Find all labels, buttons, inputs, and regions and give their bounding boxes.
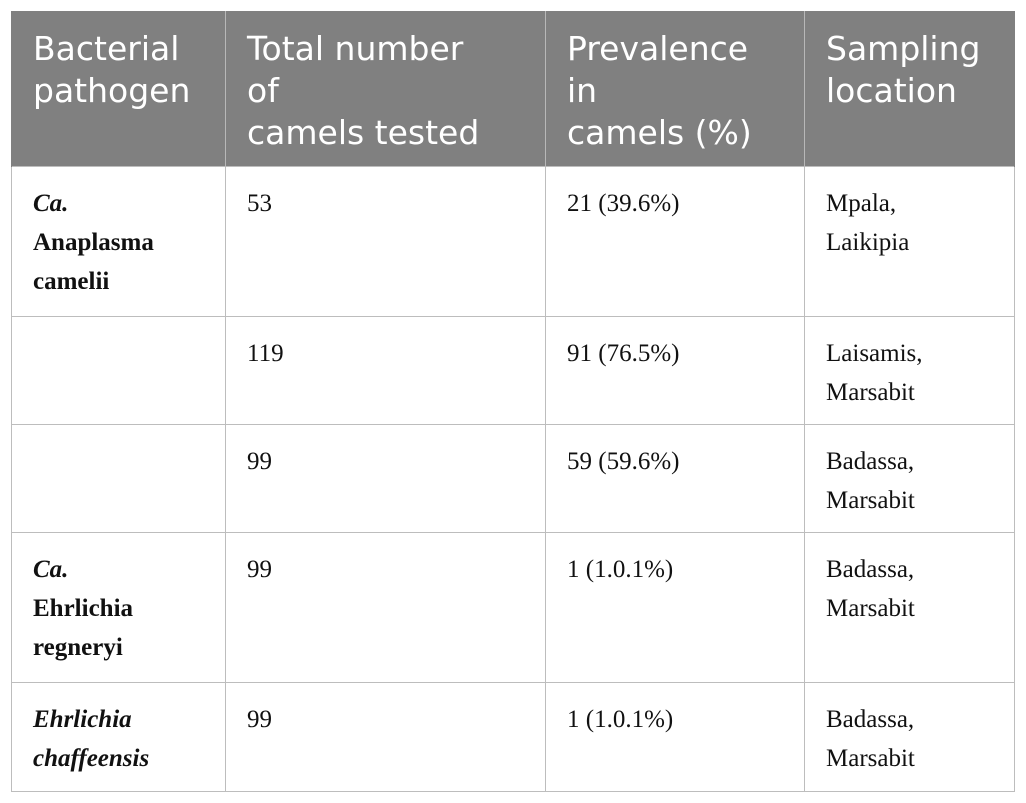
location-cell: Badassa, Marsabit [804, 682, 1015, 792]
table-row: Ehrlichia chaffeensis 99 1 (1.0.1%) Bada… [11, 682, 1015, 792]
total-cell: 53 [225, 166, 546, 317]
table-body: Ca. Anaplasma camelii 53 21 (39.6%) Mpal… [11, 166, 1015, 792]
prevalence-cell: 91 (76.5%) [545, 316, 805, 425]
total-cell: 99 [225, 424, 546, 533]
pathogen-name: Ehrlichia regneryi [33, 595, 134, 661]
header-sampling-location: Sampling location [804, 11, 1015, 167]
location-cell: Badassa, Marsabit [804, 424, 1015, 533]
table-row: Ca. Anaplasma camelii 53 21 (39.6%) Mpal… [11, 166, 1015, 317]
prevalence-cell: 1 (1.0.1%) [545, 682, 805, 792]
location-cell: Mpala, Laikipia [804, 166, 1015, 317]
table-row: 119 91 (76.5%) Laisamis, Marsabit [11, 316, 1015, 425]
location-cell: Badassa, Marsabit [804, 532, 1015, 683]
header-bacterial-pathogen: Bacterial pathogen [11, 11, 226, 167]
table-header: Bacterial pathogen Total number of camel… [11, 11, 1015, 167]
pathogen-prefix: Ca. [33, 190, 69, 217]
pathogen-name: Anaplasma camelii [33, 229, 154, 295]
pathogen-cell: Ca. Ehrlichia regneryi [11, 532, 226, 683]
pathogen-cell [11, 316, 226, 425]
prevalence-cell: 1 (1.0.1%) [545, 532, 805, 683]
pathogen-cell [11, 424, 226, 533]
total-cell: 99 [225, 682, 546, 792]
total-cell: 119 [225, 316, 546, 425]
prevalence-cell: 21 (39.6%) [545, 166, 805, 317]
total-cell: 99 [225, 532, 546, 683]
table-row: Ca. Ehrlichia regneryi 99 1 (1.0.1%) Bad… [11, 532, 1015, 683]
pathogen-cell: Ehrlichia chaffeensis [11, 682, 226, 792]
pathogen-prefix: Ca. [33, 556, 69, 583]
location-cell: Laisamis, Marsabit [804, 316, 1015, 425]
pathogen-name: Ehrlichia chaffeensis [33, 706, 150, 772]
header-row: Bacterial pathogen Total number of camel… [11, 11, 1015, 167]
header-prevalence: Prevalence in camels (%) [545, 11, 805, 167]
header-total-number: Total number of camels tested [225, 11, 546, 167]
prevalence-cell: 59 (59.6%) [545, 424, 805, 533]
pathogen-cell: Ca. Anaplasma camelii [11, 166, 226, 317]
prevalence-table: Bacterial pathogen Total number of camel… [11, 11, 1015, 792]
table-row: 99 59 (59.6%) Badassa, Marsabit [11, 424, 1015, 533]
